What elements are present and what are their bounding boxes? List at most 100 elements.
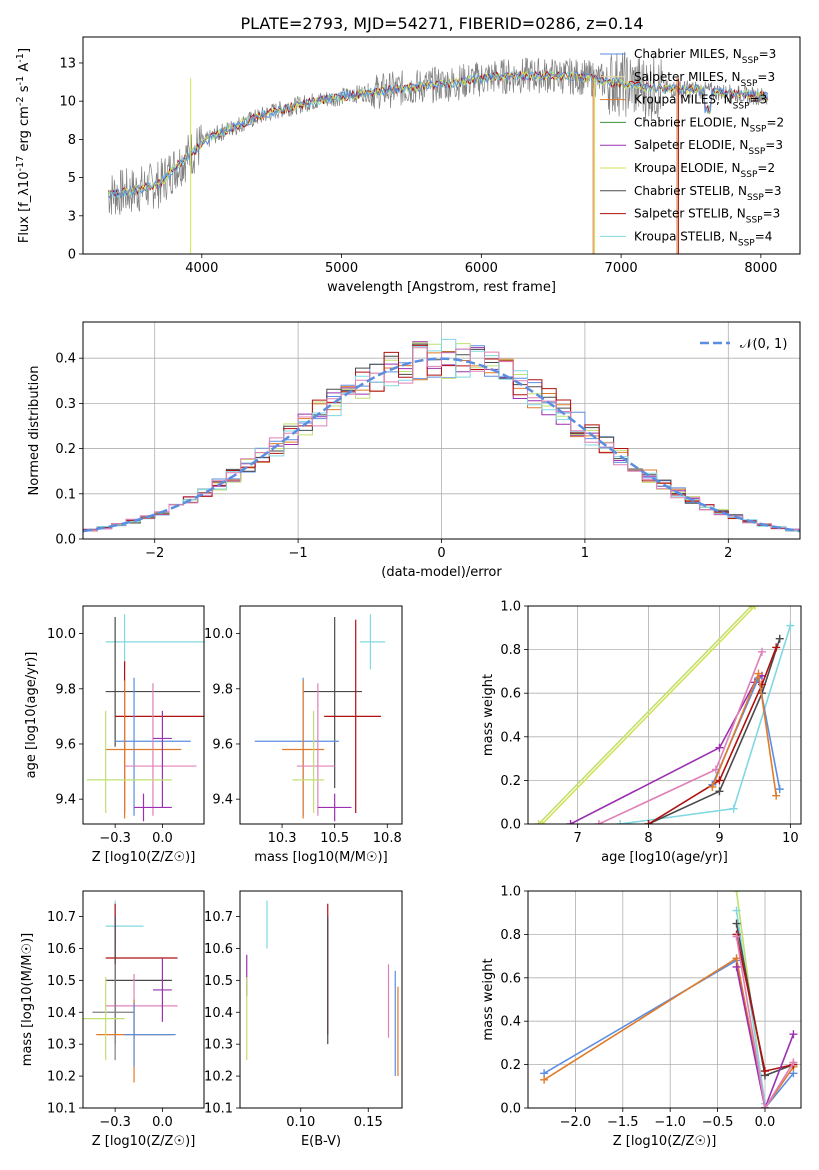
y-tick-label: 9.8 — [212, 682, 233, 697]
y-tick-label: 10.0 — [204, 627, 233, 642]
y-tick-label: 0.4 — [55, 352, 76, 367]
figure-title: PLATE=2793, MJD=54271, FIBERID=0286, z=0… — [240, 14, 643, 33]
series-point — [750, 606, 759, 610]
spectrum-data-line — [107, 51, 769, 215]
legend-entry: Salpeter MILES, NSSP=3 — [634, 70, 775, 89]
residuals-panel: −2 −1 0 1 2 0.0 0.1 0.2 0.3 0.4 (data-model)/error… — [27, 321, 801, 580]
legend-entry: Kroupa ELODIE, NSSP=2 — [634, 161, 775, 180]
y-tick-label: 3 — [68, 209, 76, 224]
y-tick-label: 8 — [68, 133, 76, 148]
y-tick-label: 0.8 — [500, 928, 521, 943]
y-tick-label: 10.1 — [47, 1102, 76, 1117]
x-tick-label: 0.0 — [152, 831, 173, 846]
x-tick-label: 2 — [724, 546, 732, 561]
mass-weight-vs-age-panel: 7 8 9 10 0.0 0.2 0.4 0.6 0.8 1.0 age [log10(age/yr… — [481, 600, 802, 865]
series-point — [760, 1067, 769, 1076]
series-point — [789, 1030, 798, 1039]
residual-histogram-SalpeterSTELIB — [83, 344, 800, 531]
x-tick-label: −0.3 — [99, 831, 131, 846]
y-tick-label: 10.5 — [204, 974, 233, 989]
x-axis-label: E(B-V) — [301, 1134, 341, 1149]
y-tick-label: 10.3 — [47, 1038, 76, 1053]
series-line — [648, 647, 777, 824]
mass-weight-vs-age-plot-area — [534, 606, 795, 824]
x-tick-label: −0.5 — [702, 1115, 734, 1130]
series-point — [760, 1104, 769, 1108]
y-tick-label: 9.6 — [55, 737, 76, 752]
age-vs-Z-frame — [82, 605, 205, 825]
y-axis-label: age [log10(age/yr)] — [24, 652, 39, 779]
y-tick-label: 10.3 — [204, 1038, 233, 1053]
x-tick-label: 9 — [715, 831, 723, 846]
x-axis-label: age [log10(age/yr)] — [601, 850, 728, 865]
residuals-frame — [82, 321, 801, 540]
y-tick-label: 5 — [68, 171, 76, 186]
series-point — [534, 820, 543, 824]
y-tick-label: 0.2 — [55, 442, 76, 457]
y-tick-label: 10.7 — [204, 910, 233, 925]
series-line — [620, 625, 792, 824]
y-tick-label: 1.0 — [500, 600, 521, 615]
series-point — [732, 932, 741, 941]
series-point — [732, 919, 741, 928]
x-tick-label: 0.0 — [152, 1115, 173, 1130]
y-tick-label: 0.8 — [500, 643, 521, 658]
y-tick-label: 0 — [68, 248, 76, 263]
legend-entry: Chabrier ELODIE, NSSP=2 — [634, 115, 784, 134]
y-axis-label: Flux [f_λ10-17 erg cm-2 s-1 A-1] — [15, 48, 33, 243]
y-tick-label: 9.8 — [55, 682, 76, 697]
x-axis-label: Z [log10(Z/Z☉)] — [92, 1134, 196, 1149]
spectrum-frame — [82, 36, 801, 255]
y-tick-label: 13 — [59, 56, 76, 71]
series-point — [540, 1075, 549, 1084]
x-axis-label: Z [log10(Z/Z☉)] — [613, 1134, 717, 1149]
x-tick-label: −1 — [289, 546, 308, 561]
series-point — [775, 785, 784, 794]
x-tick-label: 8000 — [744, 261, 777, 276]
mass-vs-EBV-plot-area — [246, 900, 399, 1077]
x-axis-label: wavelength [Angstrom, rest frame] — [327, 280, 556, 295]
x-axis-label: Z [log10(Z/Z☉)] — [92, 850, 196, 865]
series-point — [754, 669, 763, 678]
age-vs-mass-panel: 10.3 10.5 10.8 9.4 9.6 9.8 10.0 mass [log10(M/M… — [204, 605, 403, 865]
y-tick-label: 0.4 — [500, 1015, 521, 1030]
x-axis-label: mass [log10(M/M☉)] — [254, 850, 387, 865]
y-tick-label: 10.2 — [204, 1070, 233, 1085]
y-tick-label: 0.0 — [55, 533, 76, 548]
mass-vs-EBV-frame — [239, 890, 403, 1109]
series-point — [775, 634, 784, 643]
series-point — [538, 820, 547, 824]
y-tick-label: 0.4 — [500, 730, 521, 745]
x-tick-label: 1 — [581, 546, 589, 561]
x-tick-label: 0.15 — [354, 1115, 383, 1130]
legend-entry: Salpeter ELODIE, NSSP=3 — [634, 138, 783, 157]
y-tick-label: 1.0 — [500, 885, 521, 900]
y-axis-label: mass weight — [481, 958, 496, 1040]
series-point — [566, 820, 575, 824]
series-point — [715, 776, 724, 785]
x-axis-label: (data-model)/error — [381, 565, 502, 580]
x-tick-label: 10 — [782, 831, 799, 846]
y-tick-label: 10.7 — [47, 910, 76, 925]
y-tick-label: 9.4 — [55, 793, 76, 808]
mass-vs-EBV-panel: 0.10 0.15 10.1 10.2 10.3 10.4 10.5 10.6 10.7 E(B-… — [204, 890, 403, 1149]
y-tick-label: 9.4 — [212, 793, 233, 808]
y-tick-label: 0.6 — [500, 687, 521, 702]
y-tick-label: 0.6 — [500, 971, 521, 986]
residuals-plot-area — [83, 338, 800, 533]
residual-histogram-KroupaSTELIB — [83, 338, 800, 532]
series-point — [732, 962, 741, 971]
series-point — [789, 1058, 798, 1067]
series-point — [715, 787, 724, 796]
x-tick-label: 6000 — [465, 261, 498, 276]
age-vs-Z-plot-area — [86, 614, 204, 822]
series-line — [735, 936, 795, 1108]
y-tick-label: 10.5 — [47, 974, 76, 989]
normal-curve — [83, 357, 800, 533]
x-tick-label: 10.5 — [320, 831, 349, 846]
x-tick-label: −1.0 — [654, 1115, 686, 1130]
series-point — [729, 804, 738, 813]
series-point — [594, 820, 603, 824]
x-tick-label: −2 — [145, 546, 164, 561]
